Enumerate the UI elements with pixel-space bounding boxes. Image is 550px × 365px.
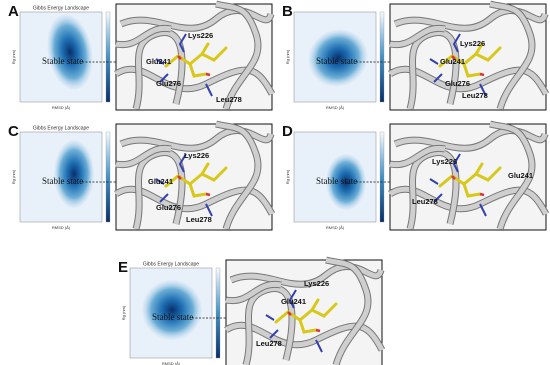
- panel: E Gibbs Energy Landscape RMSD (Å) Rg (nm) St…: [118, 256, 386, 365]
- energy-basin: [326, 154, 366, 210]
- annotation: Stable state: [316, 56, 357, 66]
- ribbon: [115, 145, 172, 168]
- energy-basin: [308, 29, 368, 87]
- side-chains: [429, 33, 487, 97]
- ribbon: [389, 145, 446, 168]
- side-chains: [265, 289, 323, 353]
- structure: Lys226 Glu241 Leu278: [224, 256, 386, 365]
- ligand: [164, 42, 228, 78]
- residue-label: Lys226: [188, 31, 213, 40]
- ribbon: [389, 25, 446, 48]
- ligand-atoms: [177, 175, 211, 197]
- ribbon: [230, 264, 384, 287]
- residue-label: Glu241: [508, 171, 533, 180]
- ligand: [274, 298, 338, 334]
- annotation: Stable state: [42, 176, 83, 186]
- residue-label: Lys226: [432, 157, 457, 166]
- colorbar: [379, 11, 385, 103]
- ribbon: [407, 149, 459, 230]
- ribbon: [215, 1, 261, 110]
- residue-label: Glu241: [146, 57, 171, 66]
- ribbon: [133, 149, 185, 230]
- y-axis-label: Rg (nm): [11, 49, 16, 64]
- residue-label: Glu241: [281, 297, 306, 306]
- energy-basin: [54, 140, 94, 208]
- x-axis-label: RMSD (Å): [52, 225, 71, 230]
- panel: C Gibbs Energy Landscape RMSD (Å) Rg (nm) St…: [8, 120, 276, 231]
- plot-title: Gibbs Energy Landscape: [143, 261, 199, 267]
- energy-basin: [142, 280, 202, 340]
- side-chains: [155, 33, 213, 97]
- residue-label: Glu241: [440, 57, 465, 66]
- panel: B RMSD (Å) Rg (nm) Stable state Lys226 Glu241…: [282, 0, 550, 111]
- ribbon: [133, 29, 185, 110]
- side-chains: [155, 153, 213, 217]
- ribbon: [120, 128, 274, 151]
- structure: Lys226 Glu241 Glu276 Leu278: [114, 120, 276, 231]
- annotation: Stable state: [316, 176, 357, 186]
- annotation: Stable state: [42, 56, 83, 66]
- ribbon: [325, 257, 371, 365]
- y-axis-label: Rg (nm): [285, 49, 290, 64]
- ribbon: [225, 281, 282, 304]
- ribbon: [115, 25, 172, 48]
- plot-title: Gibbs Energy Landscape: [33, 125, 89, 131]
- x-axis-label: RMSD (Å): [52, 105, 71, 110]
- residue-label: Glu276: [156, 79, 181, 88]
- ribbon: [489, 1, 535, 110]
- y-axis-label: Rg (nm): [285, 169, 290, 184]
- colorbar: [105, 131, 111, 223]
- side-chains: [429, 153, 487, 217]
- panel-letter: B: [282, 3, 293, 20]
- y-axis-label: Rg (nm): [11, 169, 16, 184]
- panel-letter: A: [8, 3, 19, 20]
- panel-letter: D: [282, 123, 293, 140]
- ribbon: [489, 121, 535, 230]
- structure: Lys226 Glu241 Glu276 Leu278: [388, 0, 550, 111]
- y-axis-label: Rg (nm): [121, 305, 126, 320]
- ribbon: [243, 285, 295, 365]
- colorbar: [105, 11, 111, 103]
- residue-label: Glu276: [156, 203, 181, 212]
- residue-label: Glu241: [148, 177, 173, 186]
- colorbar: [215, 267, 221, 359]
- ribbon: [394, 8, 548, 31]
- ligand-atoms: [451, 55, 485, 77]
- ligand: [438, 162, 502, 198]
- panel-letter: E: [118, 259, 128, 276]
- x-axis-label: RMSD (Å): [326, 105, 345, 110]
- energy-basin: [47, 14, 93, 90]
- residue-label: Leu278: [256, 339, 282, 348]
- residue-label: Leu278: [186, 215, 212, 224]
- residue-label: Lys226: [304, 279, 329, 288]
- ligand-atoms: [287, 311, 321, 333]
- residue-label: Glu276: [445, 79, 470, 88]
- panel: A Gibbs Energy Landscape RMSD (Å) Rg (nm) St…: [8, 0, 276, 111]
- panel: D RMSD (Å) Rg (nm) Stable state Lys226 Glu241…: [282, 120, 550, 231]
- x-axis-label: RMSD (Å): [326, 225, 345, 230]
- annotation: Stable state: [152, 312, 193, 322]
- panel-letter: C: [8, 123, 19, 140]
- residue-label: Leu278: [216, 95, 242, 104]
- residue-label: Leu278: [462, 91, 488, 100]
- plot-title: Gibbs Energy Landscape: [33, 5, 89, 11]
- ligand: [438, 42, 502, 78]
- ligand-atoms: [451, 175, 485, 197]
- residue-label: Lys226: [460, 39, 485, 48]
- x-axis-label: RMSD (Å): [162, 361, 181, 365]
- ribbon: [215, 121, 261, 230]
- residue-label: Leu278: [412, 197, 438, 206]
- residue-label: Lys226: [184, 151, 209, 160]
- ribbon: [407, 29, 459, 110]
- ligand-atoms: [177, 55, 211, 77]
- ribbon: [394, 128, 548, 151]
- ligand: [164, 162, 228, 198]
- colorbar: [379, 131, 385, 223]
- structure: Lys226 Glu241 Leu278: [388, 120, 550, 231]
- structure: Lys226 Glu241 Glu276 Leu278: [114, 0, 276, 111]
- ribbon: [120, 8, 274, 31]
